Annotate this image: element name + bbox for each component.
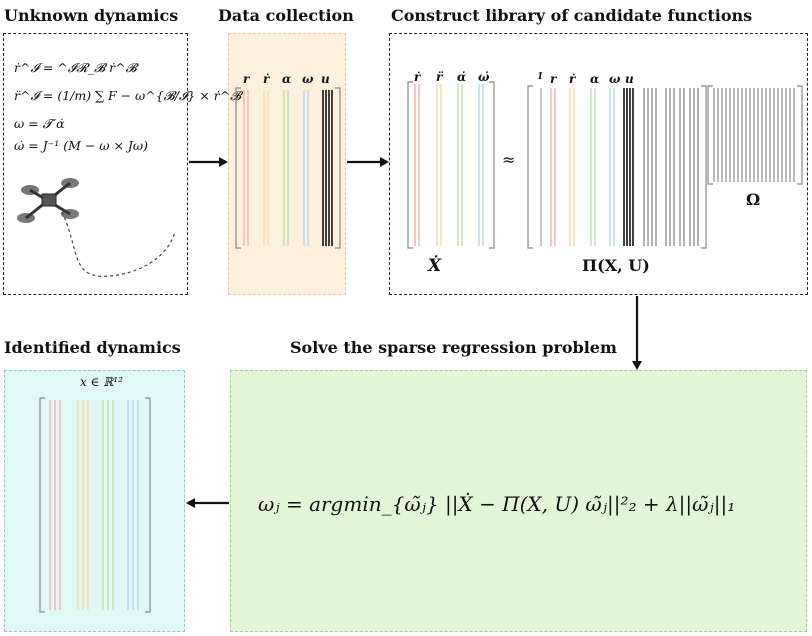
label-approx: ≈ (502, 150, 516, 169)
data-column-header: r (243, 72, 250, 86)
pi-column-header: u (625, 72, 634, 86)
pi-column-header: ṙ (569, 72, 576, 86)
xdot-column-header: r̈ (436, 70, 443, 84)
omega-matrix-bracket (707, 85, 803, 185)
xdot-column-header: ṙ (414, 70, 421, 84)
arrow-to-library (347, 157, 389, 167)
quadrotor-icon (17, 178, 79, 223)
equation-translational-dynamics: r̈^𝓘 = (1/m) ∑ F − ω^{𝓑/𝓘} × ṙ^𝓑 (14, 88, 242, 103)
unknown-dynamics-box (3, 33, 188, 295)
equation-position-kinematics: ṙ^𝓘 = ^𝓘𝓡_𝓑 ṙ^𝓑 (14, 60, 137, 75)
identified-dynamics-box (4, 370, 185, 632)
trajectory-path (61, 211, 176, 277)
library-box (389, 33, 808, 295)
xdot-matrix-bracket (407, 81, 495, 249)
pi-column-header: r (550, 72, 557, 86)
label-pi: Π(X, U) (582, 256, 650, 275)
arrow-to-identified (186, 498, 229, 508)
xdot-column-header: ω̇ (478, 70, 490, 84)
pi-column-header: 1 (537, 72, 544, 82)
pi-matrix-bracket (527, 85, 707, 249)
title-library: Construct library of candidate functions (391, 6, 753, 25)
xdot-column-header: α̇ (457, 70, 467, 84)
title-identified-dynamics: Identified dynamics (4, 338, 181, 357)
regression-equation: ωⱼ = argmin_{ω̃ⱼ} ||Ẋ − Π(X, U) ω̃ⱼ||²₂ … (258, 492, 736, 516)
pi-column-header: ω (609, 72, 621, 86)
data-column-header: ω (302, 72, 314, 86)
arrow-to-regression (632, 296, 642, 370)
equation-rotational-dynamics: ω̇ = J⁻¹ (M − ω × Jω) (14, 138, 148, 153)
data-matrix-bracket (235, 87, 341, 249)
sparse-regression-box (230, 370, 807, 632)
arrow-to-data (189, 157, 228, 167)
pi-column-header: α (590, 72, 600, 86)
label-state-space: x ∈ ℝ¹² (80, 375, 123, 389)
data-column-header: α (282, 72, 292, 86)
label-omega-matrix: Ω (746, 190, 761, 209)
data-column-header: ṙ (263, 72, 270, 86)
title-unknown-dynamics: Unknown dynamics (4, 6, 179, 25)
data-column-header: u (321, 72, 330, 86)
equation-attitude-kinematics: ω = 𝓣 α̇ (14, 116, 65, 131)
title-sparse-regression: Solve the sparse regression problem (290, 338, 617, 357)
label-xdot: Ẋ (428, 256, 442, 276)
identified-matrix-bracket (39, 397, 151, 613)
title-data-collection: Data collection (218, 6, 354, 25)
